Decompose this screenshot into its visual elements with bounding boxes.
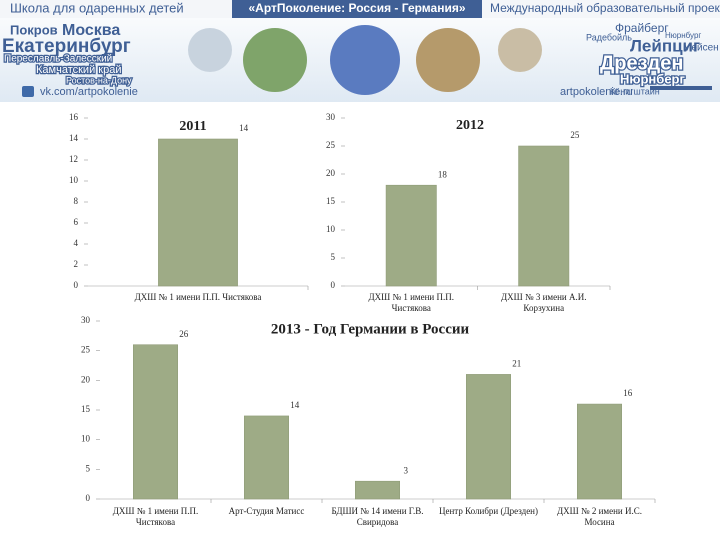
- data-label: 21: [512, 358, 521, 368]
- y-tick-label: 5: [331, 252, 336, 262]
- y-tick-label: 20: [326, 168, 336, 178]
- y-tick-label: 4: [74, 238, 79, 248]
- y-tick-label: 10: [81, 434, 91, 444]
- bar: [465, 374, 511, 500]
- y-tick-label: 10: [69, 175, 79, 185]
- bar: [576, 403, 622, 500]
- y-tick-label: 0: [86, 493, 91, 503]
- data-label: 14: [290, 400, 300, 410]
- data-label: 18: [438, 169, 448, 179]
- y-tick-label: 30: [326, 112, 336, 122]
- bar: [385, 184, 437, 287]
- city: Дрезден: [600, 52, 683, 74]
- y-tick-label: 0: [74, 280, 79, 290]
- city: Ростов-на-Дону: [66, 75, 132, 85]
- y-tick-label: 25: [326, 140, 336, 150]
- data-label: 25: [570, 130, 580, 140]
- city: Камчатский край: [36, 64, 121, 76]
- photo: [188, 28, 232, 72]
- x-tick-label: ДХШ № 1 имени П.П. Чистякова: [134, 292, 262, 302]
- banner-center-title: «АртПоколение: Россия - Германия»: [249, 1, 466, 15]
- city: Екатеринбург: [2, 36, 131, 57]
- city: Переславль-Залесский: [4, 54, 112, 65]
- data-label: 14: [239, 123, 249, 133]
- stripe: [650, 86, 712, 90]
- y-tick-label: 16: [69, 112, 79, 122]
- bar: [158, 138, 238, 287]
- city: Мейсен: [683, 43, 719, 54]
- photo: [243, 28, 307, 92]
- chart-title: 2012: [456, 118, 484, 133]
- chart-title: 2013 - Год Германии в России: [271, 321, 470, 337]
- banner-center-header: [232, 0, 482, 18]
- x-tick-label: ДХШ № 2 имени И.С. Мосина: [557, 506, 642, 527]
- bar: [518, 145, 570, 287]
- y-tick-label: 30: [81, 315, 91, 325]
- vk-link: vk.com/artpokolenie: [40, 86, 138, 98]
- data-label: 26: [179, 329, 189, 339]
- banner-left-title: Школа для одаренных детей: [10, 0, 184, 15]
- bar: [354, 480, 400, 500]
- x-tick-label: БДШИ № 14 имени Г.В. Свиридова: [331, 506, 424, 527]
- city: Радебойль: [586, 32, 632, 42]
- x-tick-label: ДХШ № 1 имени П.П. Чистякова: [368, 292, 454, 313]
- photo: [498, 28, 542, 72]
- y-tick-label: 5: [86, 463, 91, 473]
- y-tick-label: 10: [326, 224, 336, 234]
- site-link: artpokolenie.ru: [560, 86, 633, 98]
- vk-icon: [22, 86, 34, 97]
- y-tick-label: 0: [331, 280, 336, 290]
- y-tick-label: 2: [74, 259, 79, 269]
- photo: [416, 28, 480, 92]
- y-tick-label: 14: [69, 133, 79, 143]
- banner-right-title: Международный образовательный проект: [490, 1, 720, 15]
- y-tick-label: 25: [81, 345, 91, 355]
- x-tick-label: Арт-Студия Матисс: [228, 506, 305, 516]
- x-tick-label: Центр Колибри (Дрезден): [438, 506, 538, 516]
- city: Покров: [10, 22, 58, 37]
- y-tick-label: 12: [69, 154, 78, 164]
- photo: [330, 25, 400, 95]
- x-tick-label: ДХШ № 1 имени П.П. Чистякова: [112, 506, 199, 527]
- y-tick-label: 8: [74, 196, 79, 206]
- city: Фрайберг: [615, 21, 669, 35]
- y-tick-label: 15: [326, 196, 336, 206]
- city: Кёнигштайн: [610, 86, 660, 96]
- x-tick-label: ДХШ № 3 имени А.И. Корзухина: [501, 292, 587, 313]
- y-tick-label: 20: [81, 374, 91, 384]
- city: Нюрнбург: [665, 31, 701, 40]
- bar: [133, 344, 179, 500]
- city: Лейпциг: [630, 36, 700, 55]
- city: Москва: [62, 22, 120, 39]
- y-tick-label: 15: [81, 404, 91, 414]
- city: Нюрнберг: [620, 71, 685, 86]
- bar: [244, 415, 290, 500]
- chart-title: 2011: [179, 119, 206, 134]
- data-label: 3: [403, 465, 408, 475]
- y-tick-label: 6: [74, 217, 79, 227]
- data-label: 16: [623, 388, 633, 398]
